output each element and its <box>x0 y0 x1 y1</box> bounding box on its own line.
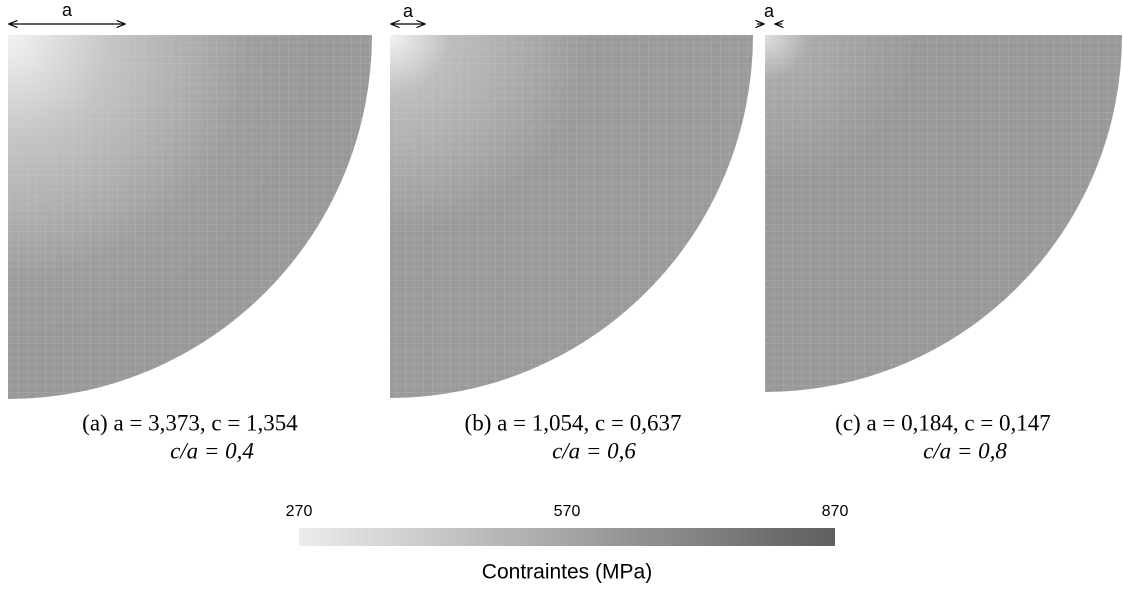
mesh <box>765 35 1122 392</box>
caption: (c) a = 0,184, c = 0,147 <box>835 410 1051 435</box>
colorbar-tick-label: 870 <box>822 503 849 520</box>
colorbar-title: Contraintes (MPa) <box>482 561 652 584</box>
panel-c: a (c) a = 0,184, c = 0,147 c/a = 0,8 <box>757 1 1122 463</box>
caption: (b) a = 1,054, c = 0,637 <box>465 410 682 435</box>
caption: c/a = 0,8 <box>923 438 1007 463</box>
caption: c/a = 0,4 <box>170 438 254 463</box>
colorbar-tick-label: 570 <box>554 503 581 520</box>
caption: (a) a = 3,373, c = 1,354 <box>82 410 298 435</box>
colorbar: 270 570 870 Contraintes (MPa) <box>286 503 849 583</box>
caption: c/a = 0,6 <box>552 438 636 463</box>
panel-b: a (b) a = 1,054, c = 0,637 c/a = 0,6 <box>390 1 753 463</box>
dimension-label: a <box>403 1 414 21</box>
mesh <box>8 35 372 399</box>
panel-a: a (a) a = 3,373, c = 1,354 c/a = 0,4 <box>8 0 372 463</box>
dimension-label: a <box>764 1 775 21</box>
dimension-label: a <box>62 0 73 20</box>
colorbar-gradient <box>299 528 835 546</box>
mesh <box>390 35 753 398</box>
colorbar-tick-label: 270 <box>286 503 313 520</box>
